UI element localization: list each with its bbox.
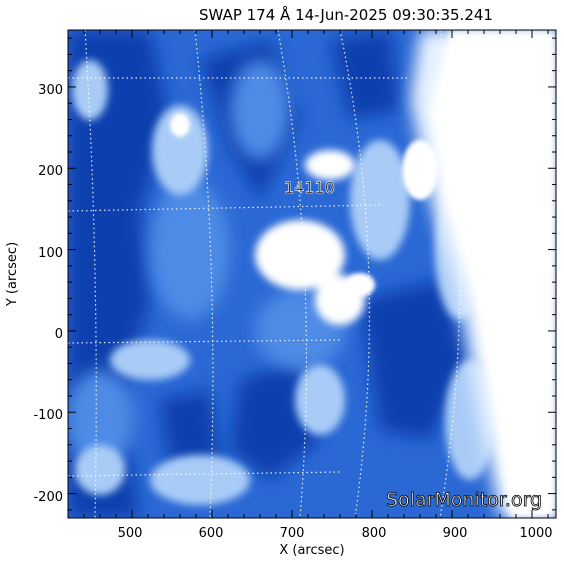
- axis-ticks: [68, 30, 556, 518]
- solar-euv-image: [68, 30, 556, 518]
- x-tick-label: 800: [362, 526, 387, 541]
- y-tick-label: -100: [33, 408, 63, 423]
- y-tick-label: 300: [38, 83, 63, 98]
- solarmonitor-watermark: SolarMonitor.org: [386, 489, 542, 511]
- x-tick-label: 600: [199, 526, 224, 541]
- plot-frame: [67, 29, 557, 519]
- x-tick-labels: 500 600 700 800 900 1000: [118, 526, 553, 541]
- y-tick-label: 0: [55, 327, 63, 342]
- y-tick-label: 100: [38, 246, 63, 261]
- active-region-label: 14110: [284, 178, 335, 197]
- heliographic-grid: [68, 30, 461, 518]
- y-tick-labels: 300 200 100 0 -100 -200: [33, 83, 63, 505]
- x-tick-label: 900: [443, 526, 468, 541]
- y-tick-label: 200: [38, 164, 63, 179]
- x-axis-label: X (arcsec): [279, 543, 344, 558]
- x-tick-label: 1000: [519, 526, 552, 541]
- y-tick-label: -200: [33, 490, 63, 505]
- image-title: SWAP 174 Å 14-Jun-2025 09:30:35.241: [199, 5, 493, 24]
- y-axis-label: Y (arcsec): [5, 242, 20, 307]
- x-tick-label: 700: [280, 526, 305, 541]
- x-tick-label: 500: [118, 526, 143, 541]
